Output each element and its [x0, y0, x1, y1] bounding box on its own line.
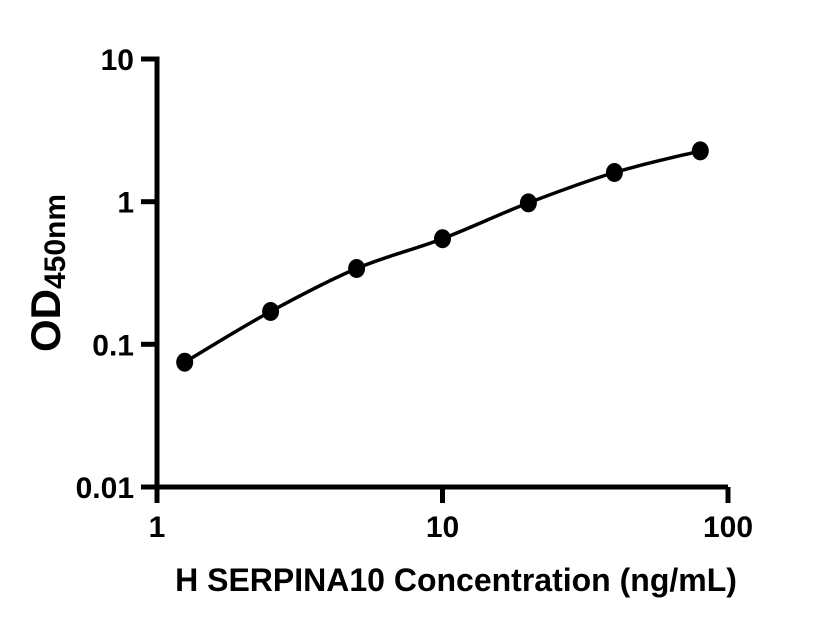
y-tick-label: 10: [101, 44, 134, 77]
y-tick-label: 0.1: [92, 329, 134, 362]
data-point: [519, 193, 537, 213]
data-point: [691, 141, 709, 161]
x-tick-label: 1: [149, 511, 166, 544]
data-point: [262, 302, 280, 321]
y-axis-title-main: OD: [22, 289, 69, 352]
x-tick-label: 10: [426, 511, 459, 544]
x-tick-label: 100: [703, 511, 753, 544]
data-point: [605, 163, 623, 182]
data-point: [176, 352, 194, 372]
y-tick-label: 1: [117, 187, 134, 220]
data-point: [434, 229, 451, 249]
y-tick-label: 0.01: [76, 472, 134, 505]
x-axis-title: H SERPINA10 Concentration (ng/mL): [175, 562, 737, 598]
standard-curve-line: [183, 149, 701, 364]
series-layer: [176, 141, 709, 372]
axes-layer: [154, 56, 728, 490]
y-axis-title: OD450nm: [22, 194, 72, 352]
data-point: [348, 259, 366, 278]
y-axis-title-sub: 450nm: [39, 194, 72, 289]
tick-labels-layer: 10 1 0.1 0.01 1 10 100: [76, 44, 753, 544]
ticks-layer: [141, 56, 731, 503]
